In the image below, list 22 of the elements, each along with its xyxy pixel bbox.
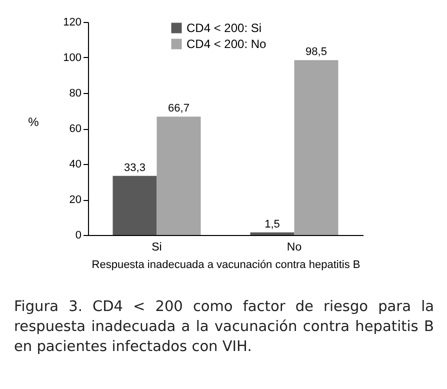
y-tick-label: 100 <box>63 52 82 64</box>
data-label: 1,5 <box>264 218 280 230</box>
bar <box>250 232 294 235</box>
data-label: 98,5 <box>306 46 327 58</box>
x-tick-label: No <box>286 242 302 254</box>
bar <box>156 116 201 235</box>
text: Figura 3. CD4 < 200 como factor de riesgo para la respuesta inadecuada a la vacunación contra hepatitis B en pacientes infectados con VIH. <box>14 298 434 357</box>
x-tick-label: Si <box>152 242 162 254</box>
data-label: 66,7 <box>168 102 190 115</box>
y-tick-label: 80 <box>69 88 82 100</box>
legend-label: CD4 < 200: No <box>186 37 267 51</box>
y-tick-label: 40 <box>69 158 82 170</box>
data-label: 33,3 <box>124 162 146 174</box>
x-axis-title: Respuesta inadecuada a vacunación contra hepatitis B <box>92 259 360 271</box>
legend-label: CD4 < 200: Si <box>186 21 262 35</box>
bar <box>294 60 338 235</box>
y-tick-label: 60 <box>69 123 82 135</box>
y-tick-label: 120 <box>63 16 82 28</box>
bar <box>112 176 157 235</box>
y-tick-label: 20 <box>69 194 82 206</box>
y-axis-title: % <box>28 115 40 129</box>
y-tick-label: 0 <box>75 230 82 242</box>
